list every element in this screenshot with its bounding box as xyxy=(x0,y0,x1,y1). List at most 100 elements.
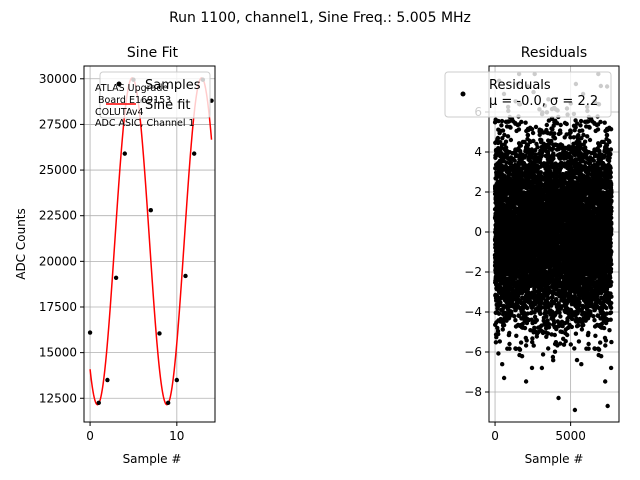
residual-point xyxy=(497,296,503,302)
residual-point xyxy=(552,131,557,136)
sine-fit-title: Sine Fit xyxy=(127,45,179,61)
sine-fit-xtick-label: 10 xyxy=(169,429,184,443)
residual-point xyxy=(509,311,514,316)
residual-point xyxy=(512,314,517,319)
sample-points-layer xyxy=(87,77,214,406)
annotation-line-4: ADC ASIC, Channel 1 xyxy=(95,118,195,129)
residual-point xyxy=(538,170,543,175)
residual-point xyxy=(524,338,529,343)
residual-point xyxy=(500,136,505,141)
residual-point xyxy=(517,347,523,352)
residual-point xyxy=(507,330,512,336)
residual-point xyxy=(500,362,505,367)
sample-point xyxy=(174,377,180,383)
sine-fit-legend: Samples Sine fit xyxy=(99,71,211,119)
residual-point xyxy=(530,336,535,341)
board-annotation: ATLAS Upgrade Board E169153 COLUTAv4 ADC… xyxy=(95,83,195,129)
residual-point xyxy=(508,160,514,165)
residual-point xyxy=(503,145,509,150)
residual-point xyxy=(500,327,505,332)
sine-fit-ytick-label: 20000 xyxy=(39,254,77,268)
residual-point xyxy=(535,145,540,150)
residual-point xyxy=(513,346,519,351)
sample-point xyxy=(96,400,101,406)
residual-point xyxy=(563,339,568,344)
residual-point xyxy=(564,121,569,127)
residual-point xyxy=(546,346,551,351)
residual-point xyxy=(519,119,524,125)
residual-point xyxy=(525,142,531,148)
residual-point xyxy=(500,128,506,133)
residual-point xyxy=(546,296,551,301)
residual-point xyxy=(538,311,543,316)
residual-point xyxy=(565,332,570,338)
sine-fit-curve xyxy=(89,77,213,406)
residual-point xyxy=(524,320,530,326)
residual-point xyxy=(496,311,502,316)
legend-samples-label: Samples xyxy=(145,78,201,93)
residual-point xyxy=(507,341,512,347)
residual-point xyxy=(501,322,507,328)
residual-point xyxy=(503,139,509,144)
sine-fit-ytick-label: 22500 xyxy=(39,209,77,223)
residual-point xyxy=(518,143,523,148)
residual-point xyxy=(544,122,549,128)
residual-point xyxy=(552,332,557,338)
residual-point xyxy=(523,120,528,125)
residual-point xyxy=(530,130,536,136)
residual-point xyxy=(514,333,519,338)
residual-point xyxy=(496,331,501,337)
sample-point xyxy=(113,275,119,280)
residual-point xyxy=(546,322,552,327)
legend-fit-label: Sine fit xyxy=(145,98,191,113)
residual-point xyxy=(551,153,556,158)
sample-point xyxy=(87,330,93,335)
residual-point xyxy=(558,341,563,346)
sample-point xyxy=(183,273,188,279)
residual-point xyxy=(528,328,533,333)
sine-fit-curve-layer xyxy=(89,77,213,406)
annotation-line-1: ATLAS Upgrade xyxy=(95,83,168,94)
residual-point xyxy=(534,318,539,323)
residual-point xyxy=(523,379,529,384)
residual-point xyxy=(506,119,512,124)
residual-point xyxy=(507,346,512,351)
sine-fit-ticks: 0 101250015000175002000022500250002750030… xyxy=(39,72,185,443)
residual-point xyxy=(499,118,505,124)
residual-point xyxy=(496,118,501,124)
residual-point xyxy=(529,127,535,132)
sine-fit-panel: Sine Fit 0 101250015000175002000022500250… xyxy=(14,45,216,466)
sine-fit-ytick-label: 30000 xyxy=(39,72,77,86)
sine-fit-xtick-label: 0 xyxy=(86,429,94,443)
annotation-line-3: COLUTAv4 xyxy=(95,107,144,118)
residual-point xyxy=(523,343,529,348)
residual-point xyxy=(502,132,507,138)
sample-point xyxy=(105,377,110,383)
residuals-title: Residuals xyxy=(521,45,587,61)
residual-point xyxy=(493,340,499,345)
residual-point xyxy=(495,135,501,141)
sine-fit-ylabel: ADC Counts xyxy=(14,208,28,280)
residual-point xyxy=(531,343,536,348)
residual-point xyxy=(505,134,511,139)
residual-point xyxy=(504,160,509,165)
sample-point xyxy=(148,208,154,213)
sine-fit-ytick-label: 25000 xyxy=(39,163,77,177)
sine-fit-legend-box xyxy=(99,71,211,119)
residual-point xyxy=(551,358,556,363)
sine-fit-ytick-label: 15000 xyxy=(39,346,77,360)
figure-title: Run 1100, channel1, Sine Freq.: 5.005 MH… xyxy=(169,10,471,26)
residual-point xyxy=(523,153,528,158)
residual-point xyxy=(512,158,517,163)
sample-point xyxy=(165,400,171,406)
residual-point xyxy=(518,340,524,345)
residual-point xyxy=(558,122,563,128)
residual-point xyxy=(558,314,563,319)
residual-point xyxy=(497,339,502,344)
sine-fit-axes-frame xyxy=(83,65,216,423)
residual-point xyxy=(516,127,522,132)
residual-point xyxy=(522,325,528,331)
residual-point xyxy=(496,351,501,356)
